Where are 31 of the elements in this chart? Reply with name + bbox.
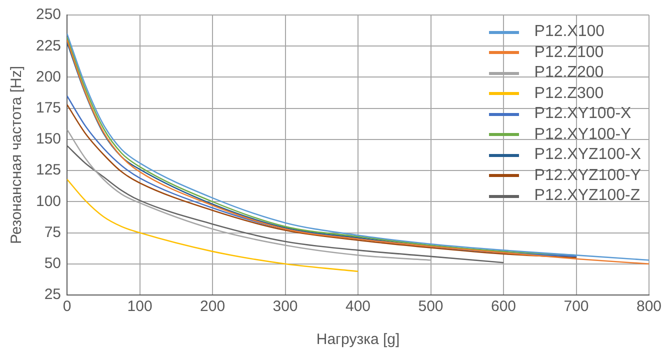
y-tick-label: 25	[44, 286, 62, 304]
line-series	[67, 178, 359, 272]
legend-label: P12.Z200	[534, 63, 604, 83]
legend-label: P12.X100	[534, 22, 605, 42]
y-axis-title: Резонансная частота [Hz]	[8, 66, 26, 244]
legend-label: P12.Z300	[534, 84, 604, 104]
y-tick-label: 150	[36, 130, 62, 148]
y-tick-label: 175	[36, 99, 62, 116]
x-tick-label: 200	[200, 298, 226, 316]
x-tick-label: 700	[564, 298, 589, 316]
legend-label: P12.XYZ100-X	[534, 145, 641, 165]
y-tick-label: 125	[36, 162, 62, 179]
y-tick-label: 200	[36, 68, 62, 86]
x-tick-label: 600	[490, 298, 516, 316]
y-tick-label: 75	[44, 224, 62, 241]
legend-label: P12.XYZ100-Z	[534, 186, 640, 206]
legend-label: P12.Z100	[534, 42, 604, 62]
x-tick-label: 100	[127, 298, 152, 316]
x-tick-label: 500	[418, 298, 444, 316]
y-tick-label: 250	[36, 6, 62, 24]
y-tick-label: 100	[36, 192, 62, 210]
legend-label: P12.XY100-Y	[534, 124, 632, 144]
x-tick-label: 0	[62, 298, 72, 316]
y-tick-label: 225	[36, 37, 62, 54]
legend-label: P12.XY100-X	[534, 104, 632, 124]
legend-label: P12.XYZ100-Y	[534, 166, 641, 186]
x-tick-label: 300	[272, 298, 298, 316]
x-tick-label: 800	[636, 298, 662, 316]
y-tick-label: 50	[44, 255, 62, 272]
x-axis-title: Нагрузка [g]	[316, 331, 400, 348]
x-tick-label: 400	[346, 298, 371, 316]
